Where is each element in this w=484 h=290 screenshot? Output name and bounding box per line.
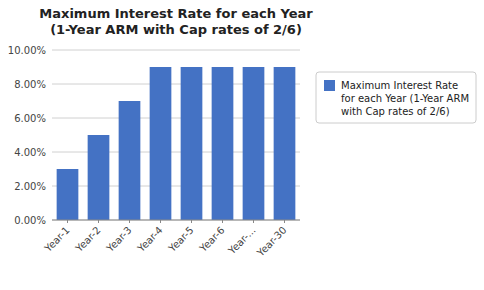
grid-line bbox=[52, 50, 300, 51]
bar bbox=[181, 67, 203, 220]
x-tick bbox=[284, 220, 285, 223]
bar bbox=[88, 135, 110, 220]
legend-box bbox=[316, 72, 476, 123]
title-line: (1-Year ARM with Cap rates of 2/6) bbox=[50, 22, 302, 37]
bar bbox=[243, 67, 265, 220]
legend-swatch bbox=[324, 80, 335, 91]
x-tick-label: Year-6 bbox=[197, 224, 227, 254]
x-tick bbox=[160, 220, 161, 223]
x-tick-label: Year-... bbox=[225, 224, 257, 256]
x-axis: Year-1Year-2Year-3Year-4Year-5Year-6Year… bbox=[42, 220, 300, 259]
bar bbox=[150, 67, 172, 220]
x-tick-label: Year-4 bbox=[135, 224, 165, 254]
chart: Maximum Interest Rate for each Year(1-Ye… bbox=[0, 0, 484, 290]
legend-label: Maximum Interest Rate for each Year (1-Ye… bbox=[341, 80, 469, 117]
title-line: Maximum Interest Rate for each Year bbox=[39, 6, 313, 21]
x-tick bbox=[129, 220, 130, 223]
bars bbox=[57, 67, 296, 220]
legend: Maximum Interest Rate for each Year (1-Ye… bbox=[316, 72, 476, 123]
y-tick-label: 6.00% bbox=[14, 113, 46, 124]
x-axis-line bbox=[52, 220, 300, 221]
x-tick-label: Year-2 bbox=[73, 224, 103, 254]
x-tick bbox=[67, 220, 68, 223]
legend-line: with Cap rates of 2/6) bbox=[341, 106, 450, 117]
y-tick-label: 4.00% bbox=[14, 147, 46, 158]
x-tick bbox=[98, 220, 99, 223]
grid-line bbox=[52, 220, 300, 221]
x-tick bbox=[191, 220, 192, 223]
y-tick-label: 10.00% bbox=[8, 45, 46, 56]
y-tick-label: 2.00% bbox=[14, 181, 46, 192]
x-tick-label: Year-5 bbox=[166, 224, 196, 254]
bar bbox=[274, 67, 296, 220]
bar bbox=[57, 169, 79, 220]
y-axis: 0.00% 2.00% 4.00% 6.00% 8.00% 10.00% bbox=[8, 45, 300, 226]
bar bbox=[119, 101, 141, 220]
bar bbox=[212, 67, 234, 220]
x-tick-label: Year-1 bbox=[42, 224, 72, 254]
legend-line: for each Year (1-Year ARM bbox=[341, 93, 469, 104]
legend-line: Maximum Interest Rate bbox=[341, 80, 458, 91]
title: Maximum Interest Rate for each Year(1-Ye… bbox=[39, 6, 313, 37]
x-tick-label: Year-3 bbox=[104, 224, 134, 254]
x-tick-label: Year-30 bbox=[254, 224, 289, 259]
x-tick bbox=[253, 220, 254, 223]
y-tick-label: 0.00% bbox=[14, 215, 46, 226]
y-tick-label: 8.00% bbox=[14, 79, 46, 90]
x-tick bbox=[222, 220, 223, 223]
